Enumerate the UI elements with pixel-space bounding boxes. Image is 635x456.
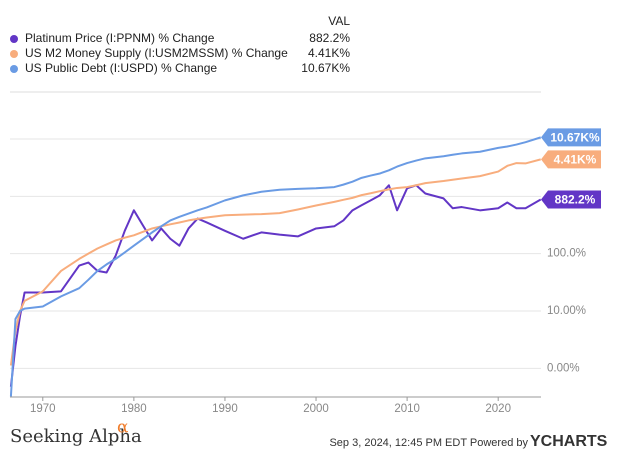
legend-label: US M2 Money Supply (I:USM2MSSM) % Change (25, 46, 288, 60)
y-tick-label: 100.0% (547, 248, 586, 260)
end-label: 4.41K% (554, 153, 597, 167)
legend-marker (10, 35, 18, 43)
x-tick-label: 1990 (212, 403, 238, 415)
x-tick-label: 2010 (394, 403, 420, 415)
timestamp: Sep 3, 2024, 12:45 PM EDT Powered by (329, 437, 528, 449)
legend-label: Platinum Price (I:PPNM) % Change (25, 31, 215, 45)
provider-logo: YCHARTS (530, 433, 608, 450)
series-line (9, 158, 541, 366)
y-tick-label: 10.00% (547, 305, 586, 317)
series-line (9, 184, 542, 387)
end-label: 882.2% (555, 193, 596, 207)
x-tick-label: 2020 (485, 403, 511, 415)
series-line (9, 136, 542, 397)
legend-marker (10, 50, 18, 58)
legend-value: 882.2% (309, 31, 350, 45)
end-flag (541, 128, 601, 147)
end-flag (541, 150, 601, 169)
legend-header: VAL (328, 14, 350, 28)
y-tick-label: 0.00% (547, 362, 580, 374)
legend-value: 4.41K% (308, 46, 350, 60)
legend-value: 10.67K% (301, 61, 350, 75)
x-tick-label: 1970 (30, 403, 56, 415)
x-tick-label: 2000 (303, 403, 329, 415)
x-tick-label: 1980 (121, 403, 147, 415)
source-mark: α (117, 418, 129, 438)
legend-marker (10, 65, 18, 73)
legend-label: US Public Debt (I:USPD) % Change (25, 61, 217, 75)
end-label: 10.67K% (550, 131, 600, 145)
end-flag (541, 190, 601, 209)
source-logo: Seeking Alpha (10, 426, 142, 447)
